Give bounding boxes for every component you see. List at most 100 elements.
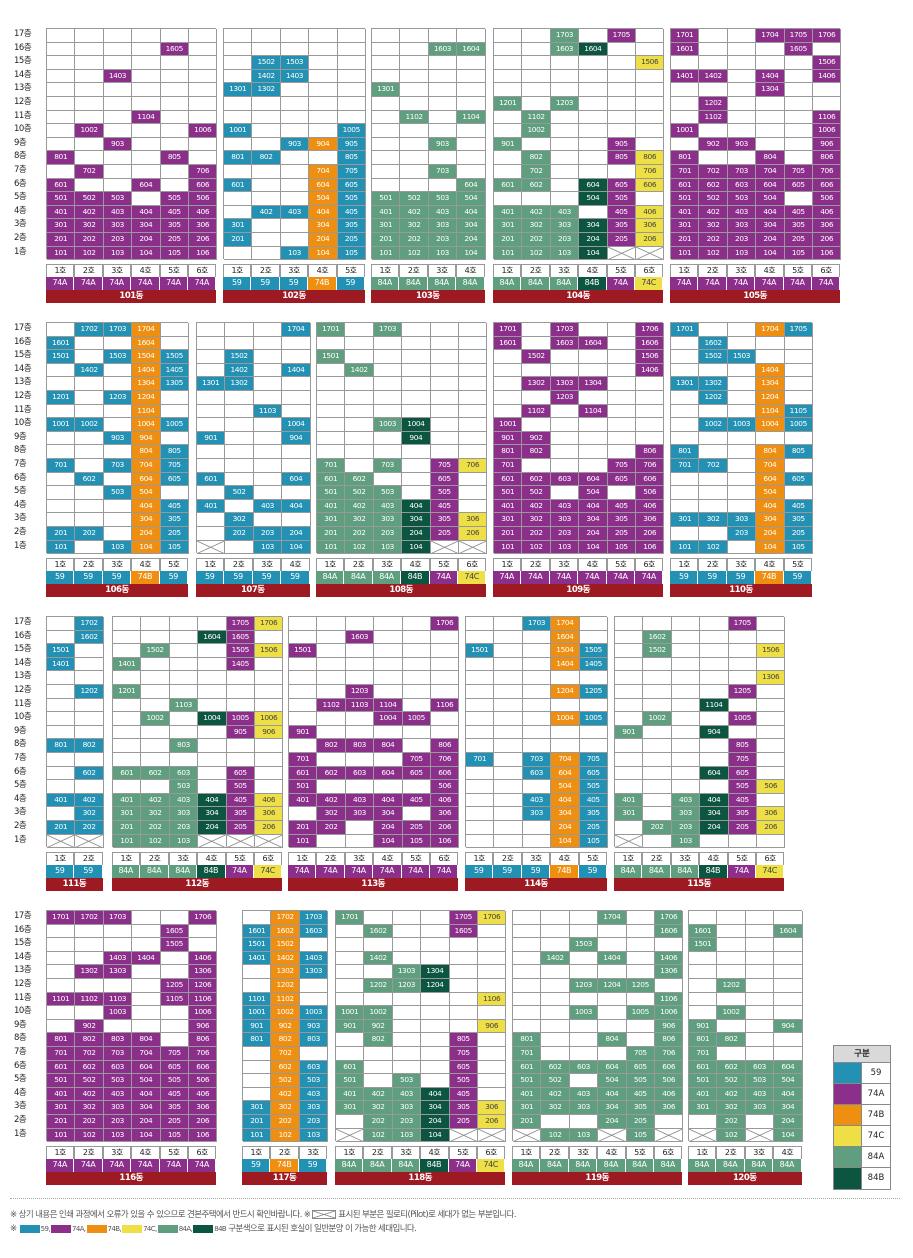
unit-cell: 902 [522,431,551,446]
line-type: 74A [521,571,550,585]
unit-cell: 1701 [671,323,700,337]
unit-cell: 204 [402,527,431,541]
unit-cell: 104 [421,1128,450,1143]
empty-cell [513,992,542,1007]
empty-cell [671,671,701,685]
empty-cell [47,486,76,500]
unit-cell: 504 [457,192,486,206]
unit-cell: 404 [598,1087,627,1102]
empty-cell [727,459,757,473]
empty-cell [643,739,672,753]
unit-cell: 1102 [699,110,728,125]
empty-cell [160,1019,189,1034]
unit-cell: 401 [689,1087,718,1102]
empty-cell [717,1047,746,1061]
empty-cell [598,1019,627,1034]
line-type: 74A [726,277,756,291]
line-type: 59 [279,277,309,291]
empty-cell [280,29,310,43]
unit-cell: 905 [337,137,366,152]
empty-cell [226,753,255,767]
unit-cell: 601 [317,472,346,487]
building-name-bar: 118동 [335,1172,506,1186]
unit-cell: 404 [374,793,403,808]
unit-cell: 206 [255,821,284,835]
unit-cell: 303 [103,219,133,233]
unit-cell: 801 [224,151,253,165]
floor-label: 4층 [14,499,27,510]
empty-cell [169,617,199,631]
empty-cell [421,951,450,966]
empty-cell [513,911,542,925]
line-type: 84B [699,865,728,879]
empty-cell [337,110,366,125]
empty-cell [392,924,422,939]
unit-cell: 1205 [626,979,655,993]
unit-cell: 804 [132,445,161,459]
empty-cell [494,377,523,391]
unit-cell: 1502 [271,938,300,952]
line-type: 59 [74,865,103,879]
unit-cell: 102 [522,540,551,555]
empty-cell [757,685,786,699]
unit-cell: 606 [189,178,218,193]
empty-cell [626,938,655,952]
empty-cell [728,630,757,645]
line-label: 1호 [196,558,225,573]
unit-cell: 1705 [607,29,636,43]
unit-cell: 105 [402,834,431,849]
empty-cell [103,124,133,138]
unit-cell: 901 [197,431,226,446]
empty-cell [189,69,218,84]
empty-cell [255,780,284,794]
empty-cell [400,178,429,193]
empty-cell [160,137,189,152]
empty-cell [727,540,757,555]
unit-cell: 504 [579,192,608,206]
empty-cell [372,110,401,125]
empty-cell [132,965,161,979]
unit-cell: 403 [569,1087,599,1102]
unit-cell: 801 [689,1033,718,1047]
empty-cell [189,56,218,70]
empty-cell [160,336,189,351]
unit-cell: 1604 [551,630,580,645]
building-grid: 1703 1704 1604 1501 1504 1505 1404 1405 1204 1205… [465,616,608,849]
empty-cell [700,671,729,685]
empty-cell [189,137,218,152]
unit-cell: 1402 [364,951,393,966]
unit-cell: 104 [579,540,608,555]
unit-cell: 303 [550,513,580,527]
line-label: 3호 [549,264,579,279]
piloti-cell [655,1128,684,1143]
unit-cell: 1503 [103,350,133,364]
unit-cell: 1103 [169,698,199,713]
empty-cell [494,753,523,767]
empty-cell [47,323,76,337]
unit-cell: 205 [160,1115,189,1129]
empty-cell [197,459,226,473]
floor-label: 8층 [14,739,27,750]
empty-cell [189,110,218,125]
empty-cell [478,924,507,939]
empty-cell [671,486,700,500]
line-label: 4호 [131,1146,160,1161]
legend-swatch [834,1105,862,1125]
line-label: 6호 [812,264,841,279]
unit-cell: 1703 [299,911,329,925]
unit-cell: 1402 [252,69,281,84]
unit-cell: 506 [636,486,665,500]
empty-cell [579,725,608,740]
line-label: 3호 [427,264,457,279]
empty-cell [636,69,665,84]
unit-cell: 405 [728,793,757,808]
unit-cell: 303 [671,807,701,821]
empty-cell [579,363,608,378]
empty-cell [745,979,775,993]
unit-cell: 804 [756,445,785,459]
empty-cell [103,178,133,193]
unit-cell: 1403 [103,951,133,966]
legend-row: 84A [834,1147,890,1168]
empty-cell [47,513,76,527]
unit-cell: 403 [428,205,458,220]
